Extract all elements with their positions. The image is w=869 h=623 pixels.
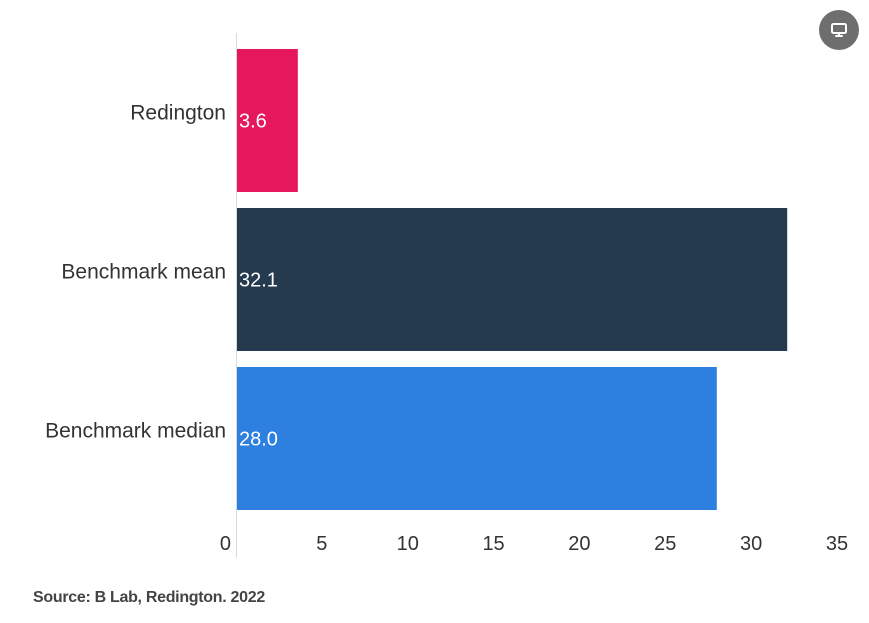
x-tick-label-7: 35 <box>826 533 848 555</box>
x-tick-label-4: 20 <box>568 533 590 555</box>
x-tick-label-1: 5 <box>316 533 327 555</box>
monitor-icon <box>831 23 847 37</box>
x-tick-label-2: 10 <box>397 533 419 555</box>
bar-0 <box>236 49 298 192</box>
x-tick-label-0: 0 <box>220 533 231 555</box>
data-label-0: 3.6 <box>239 111 267 133</box>
view-toggle-button[interactable] <box>819 10 859 50</box>
category-label-1: Benchmark mean <box>61 261 226 284</box>
category-label-2: Benchmark median <box>45 420 226 443</box>
bar-2 <box>236 367 717 510</box>
x-tick-label-3: 15 <box>482 533 504 555</box>
data-label-1: 32.1 <box>239 270 278 292</box>
category-label-0: Redington <box>130 102 226 125</box>
bar-1 <box>236 208 788 351</box>
source-note: Source: B Lab, Redington. 2022 <box>33 589 265 606</box>
data-label-2: 28.0 <box>239 429 278 451</box>
x-tick-label-5: 25 <box>654 533 676 555</box>
x-tick-label-6: 30 <box>740 533 762 555</box>
